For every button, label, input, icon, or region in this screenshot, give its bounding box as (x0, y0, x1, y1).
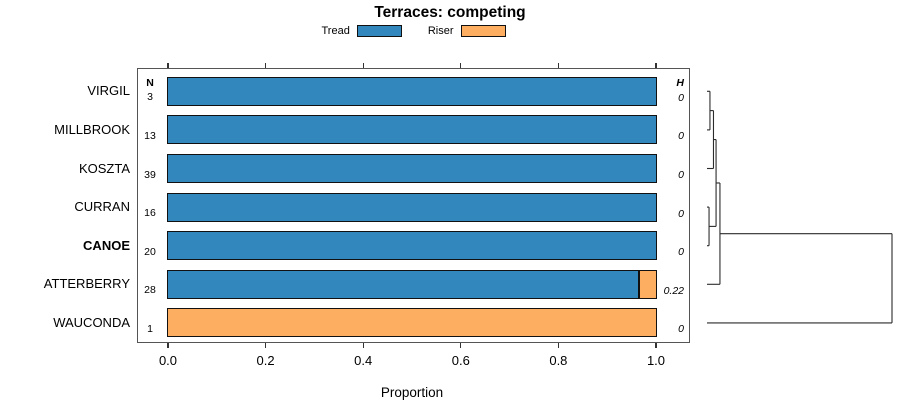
x-tick-top (167, 63, 169, 68)
row-label-atterberry: ATTERBERRY (43, 276, 130, 292)
n-value-curran: 16 (144, 207, 156, 220)
n-column-header: N (146, 77, 154, 89)
bar-curran (167, 192, 657, 222)
x-tick-bottom (265, 343, 267, 348)
legend-swatch-tread (356, 25, 402, 37)
row-label-virgil: VIRGIL (87, 83, 130, 99)
x-tick-top (362, 63, 364, 68)
x-tick-label: 0.4 (354, 353, 373, 368)
x-tick-top (265, 63, 267, 68)
h-column-header: H (676, 77, 684, 89)
chart-title: Terraces: competing (374, 4, 526, 21)
legend-label-tread: Tread (321, 25, 350, 37)
x-tick-top (557, 63, 559, 68)
x-tick-bottom (362, 343, 364, 348)
h-value-canoe: 0 (678, 246, 684, 259)
n-value-wauconda: 1 (147, 322, 153, 335)
bar-atterberry (167, 269, 657, 299)
bar-segment-tread (167, 76, 657, 106)
bar-segment-tread (167, 154, 657, 183)
x-tick-bottom (557, 343, 559, 348)
bar-millbrook (167, 115, 657, 145)
x-tick-top (655, 63, 657, 68)
h-value-atterberry: 0.22 (663, 284, 684, 297)
n-value-atterberry: 28 (144, 284, 156, 297)
bar-wauconda (167, 308, 657, 338)
row-label-millbrook: MILLBROOK (54, 121, 130, 137)
x-tick-top (460, 63, 462, 68)
bar-virgil (167, 76, 657, 106)
bar-segment-tread (167, 192, 657, 222)
legend-item-tread: Tread (322, 25, 402, 37)
h-value-wauconda: 0 (678, 323, 684, 336)
row-label-canoe: CANOE (83, 237, 130, 253)
x-tick-label: 0.6 (451, 353, 470, 368)
n-value-millbrook: 13 (144, 129, 156, 142)
n-value-koszta: 39 (144, 168, 156, 181)
row-label-wauconda: WAUCONDA (53, 314, 130, 330)
bar-segment-tread (167, 115, 657, 145)
x-tick-label: 0.2 (256, 353, 275, 368)
h-value-millbrook: 0 (678, 130, 684, 143)
bar-koszta (167, 154, 657, 183)
bar-segment-riser (639, 269, 657, 299)
row-label-curran: CURRAN (74, 199, 130, 215)
bar-segment-tread (167, 269, 640, 299)
legend-swatch-riser (460, 25, 506, 37)
legend: Tread Riser (137, 25, 690, 37)
h-value-virgil: 0 (678, 91, 684, 104)
n-value-canoe: 20 (144, 245, 156, 258)
bar-canoe (167, 231, 657, 261)
plot-area-border (137, 68, 690, 343)
h-value-koszta: 0 (678, 169, 684, 181)
x-tick-bottom (655, 343, 657, 348)
x-tick-bottom (167, 343, 169, 348)
legend-label-riser: Riser (427, 25, 454, 37)
x-tick-bottom (460, 343, 462, 348)
x-tick-label: 0.8 (549, 353, 568, 368)
bar-segment-tread (167, 231, 657, 261)
bar-segment-riser (167, 308, 657, 338)
legend-item-riser: Riser (428, 25, 506, 37)
x-tick-label: 1.0 (646, 353, 666, 368)
h-value-curran: 0 (678, 207, 684, 220)
x-axis-title: Proportion (380, 385, 444, 400)
n-value-virgil: 3 (147, 91, 153, 104)
x-tick-label: 0.0 (158, 353, 178, 368)
row-label-koszta: KOSZTA (78, 160, 130, 176)
